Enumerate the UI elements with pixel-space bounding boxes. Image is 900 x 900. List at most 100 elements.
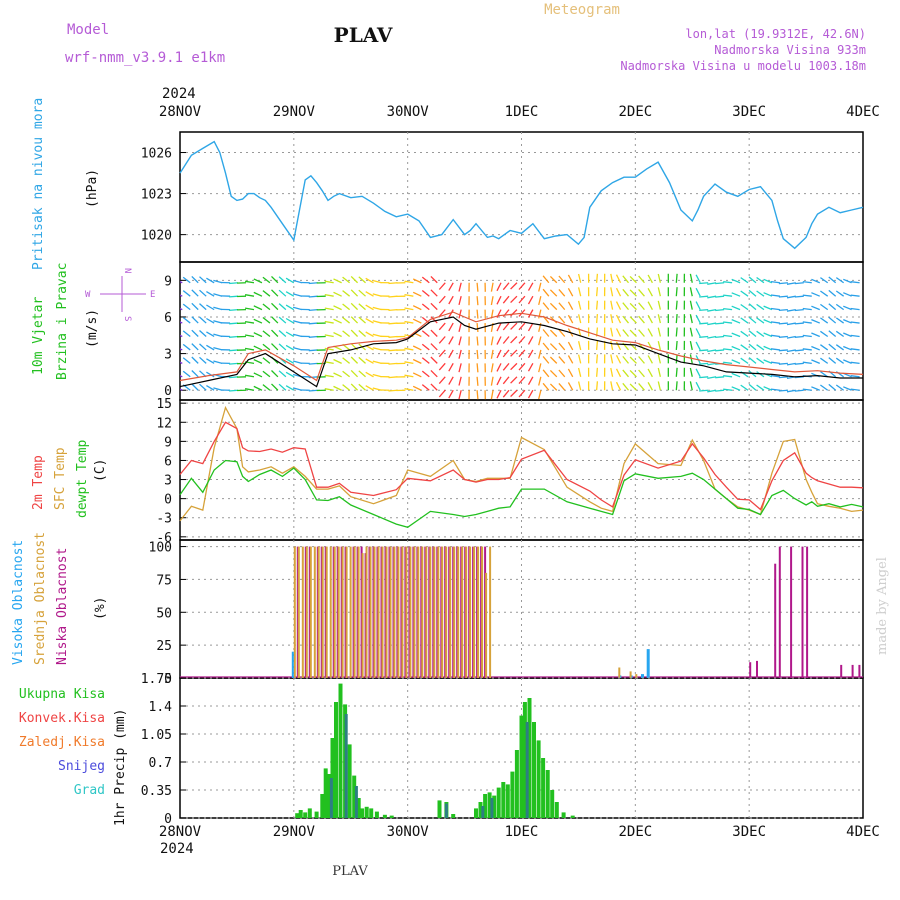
- wind-arrow: [213, 333, 223, 338]
- wind-arrow: [731, 292, 741, 297]
- wind-arrow: [802, 348, 812, 351]
- wind-arrow: [802, 334, 812, 338]
- wind-arrow: [850, 294, 860, 297]
- wind-arrow: [731, 345, 741, 351]
- wind-arrow: [421, 384, 430, 391]
- y-tick-label: 15: [156, 397, 172, 412]
- wind-arrow: [191, 329, 199, 337]
- wind-unit: (m/s): [85, 309, 100, 348]
- wind-arrow: [794, 362, 804, 365]
- wind-arrow: [285, 371, 295, 378]
- wind-arrow: [794, 389, 804, 392]
- wind-arrow: [657, 287, 662, 297]
- wind-arrow: [490, 363, 494, 373]
- cloud-low-bar: [806, 546, 809, 678]
- precip-bar: [550, 790, 555, 818]
- wind-arrow: [558, 302, 566, 311]
- bottom-time-ticks: 28NOV 29NOV 30NOV 1DEC 2DEC 3DEC 4DEC: [159, 824, 880, 840]
- wind-arrow: [538, 349, 542, 359]
- wind-arrow: [770, 361, 780, 365]
- wind-arrow: [333, 305, 342, 311]
- wind-arrow: [502, 349, 510, 358]
- wind-arrow: [412, 372, 422, 378]
- precip-conv-bar: [525, 722, 529, 818]
- wind-arrow: [723, 307, 733, 311]
- wind-arrow: [763, 345, 773, 351]
- precip-bar: [374, 811, 379, 818]
- wind-arrow: [595, 273, 599, 283]
- wind-arrow: [763, 332, 773, 338]
- wind-arrow: [786, 282, 796, 285]
- wind-arrow: [502, 389, 510, 398]
- top-tick-label: 28NOV: [159, 104, 202, 120]
- wind-arrow: [558, 275, 566, 284]
- wind-arrow: [191, 383, 199, 391]
- wind-arrow: [843, 332, 852, 338]
- precip-unit: 1hr Precip (mm): [113, 709, 128, 826]
- precip-bar: [570, 815, 575, 818]
- wind-arrow: [324, 307, 334, 311]
- wind-arrow: [510, 349, 518, 357]
- wind-arrow: [638, 315, 645, 324]
- wind-arrow: [629, 289, 637, 297]
- cloud-mid-bar: [433, 546, 436, 678]
- wind-arrow: [549, 329, 558, 337]
- wind-arrow: [707, 322, 717, 326]
- wind-arrow: [577, 314, 582, 324]
- wind-arrow: [213, 387, 223, 391]
- wind-arrow: [253, 359, 263, 364]
- wind-arrow: [342, 290, 351, 297]
- wind-arrow: [430, 302, 438, 311]
- wind-arrow: [372, 373, 382, 378]
- wind-arrow: [577, 354, 582, 364]
- precip-legend-item: Snijeg: [58, 759, 105, 774]
- wind-arrow: [740, 357, 749, 364]
- y-tick-label: 1026: [141, 147, 172, 162]
- wind-arrow: [675, 381, 678, 391]
- wind-arrow: [448, 282, 454, 291]
- wind-arrow: [502, 362, 510, 371]
- wind-arrow: [365, 318, 374, 324]
- wind-arrow: [518, 282, 526, 290]
- wind-arrow: [638, 302, 645, 311]
- wind-arrow: [308, 362, 318, 365]
- wind-arrow: [213, 279, 223, 284]
- wind-arrow: [244, 388, 255, 391]
- y-tick-label: 0: [164, 812, 172, 827]
- pressure-line: [179, 140, 864, 250]
- precip-bar: [327, 774, 332, 818]
- wind-legend-1: 10m Vjetar: [31, 297, 46, 375]
- wind-arrow: [647, 274, 653, 284]
- top-tick-label: 1DEC: [505, 104, 539, 120]
- wind-arrow: [229, 282, 239, 285]
- wind-arrow: [723, 281, 733, 284]
- wind-arrow: [850, 375, 860, 378]
- precip-bar: [338, 683, 343, 818]
- wind-arrow: [253, 291, 263, 297]
- wind-arrow: [699, 295, 709, 298]
- model-label: Model: [67, 22, 109, 38]
- wind-arrow: [438, 362, 446, 371]
- wind-arrow: [421, 316, 430, 324]
- wind-arrow: [549, 289, 558, 297]
- wind-arrow: [794, 295, 804, 298]
- wind-arrow: [811, 318, 820, 324]
- wind-arrow: [229, 308, 239, 312]
- wind-arrow: [253, 278, 263, 284]
- wind-arrow: [518, 362, 526, 371]
- precip-bar: [356, 798, 361, 818]
- wind-arrow: [828, 330, 837, 337]
- wind-arrow: [365, 291, 374, 297]
- wind-arrow: [622, 288, 630, 297]
- wind-arrow: [438, 376, 446, 385]
- wind-arrow: [476, 296, 479, 306]
- wind-arrow: [595, 354, 599, 364]
- precip-bar: [360, 808, 365, 818]
- wind-arrow: [748, 330, 757, 337]
- precip-bar: [501, 782, 506, 818]
- dewpt-line: [179, 459, 864, 529]
- precip-conv-bar: [444, 803, 448, 818]
- wind-arrow: [412, 278, 422, 284]
- wind-arrow: [549, 383, 558, 391]
- wind-arrow: [657, 314, 662, 324]
